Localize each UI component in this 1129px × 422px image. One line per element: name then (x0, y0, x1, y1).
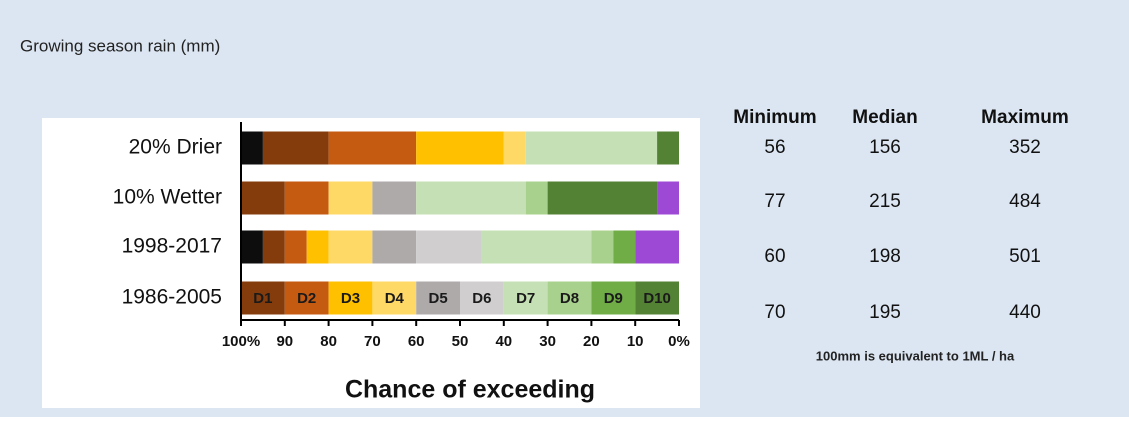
table-cell: 156 (869, 137, 901, 158)
x-tick-label: 50 (452, 333, 469, 350)
table-cell: 195 (869, 302, 901, 323)
table-cell: 352 (1009, 137, 1041, 158)
bar-segment (241, 181, 285, 215)
bar-segment (525, 181, 548, 215)
bar-segment (635, 230, 679, 264)
bar-segment (306, 230, 329, 264)
bar-segment (460, 281, 504, 315)
bar-segment (503, 131, 526, 165)
segment-label: D9 (604, 290, 623, 307)
bar-segment (591, 281, 636, 315)
bar-segment (547, 281, 592, 315)
bar-segment (284, 181, 329, 215)
bar-segment (372, 281, 417, 315)
bar-segment (613, 230, 636, 264)
segment-label: D2 (297, 290, 316, 307)
bar-segment (416, 131, 504, 165)
table-cell: 215 (869, 191, 901, 212)
bar-segment (635, 281, 679, 315)
table-cell: 77 (764, 191, 785, 212)
table-cell: 70 (764, 302, 785, 323)
x-tick-label: 70 (364, 333, 381, 350)
chart-title: Growing season rain (mm) (20, 36, 220, 55)
bar-segment (328, 230, 373, 264)
table-header: Minimum (733, 107, 816, 128)
x-tick-label: 20 (583, 333, 600, 350)
segment-label: D6 (472, 290, 491, 307)
table-note: 100mm is equivalent to 1ML / ha (816, 348, 1015, 363)
table-cell: 501 (1009, 246, 1041, 267)
x-tick-label: 30 (539, 333, 556, 350)
segment-label: D1 (253, 290, 272, 307)
segment-label: D3 (341, 290, 360, 307)
table-header: Median (852, 107, 917, 128)
bar-segment (547, 181, 658, 215)
x-tick-label: 80 (320, 333, 337, 350)
bar-segment (284, 230, 307, 264)
segment-label: D5 (429, 290, 448, 307)
segment-label: D4 (385, 290, 405, 307)
segment-label: D8 (560, 290, 579, 307)
table-cell: 440 (1009, 302, 1041, 323)
bar-segment (372, 181, 417, 215)
bar-segment (416, 281, 460, 315)
bar-segment (503, 281, 548, 315)
table-cell: 198 (869, 246, 901, 267)
y-tick-label: 1986-2005 (122, 286, 222, 309)
x-tick-label: 40 (495, 333, 512, 350)
bar-segment (372, 230, 417, 264)
bar-segment (241, 281, 285, 315)
table-cell: 484 (1009, 191, 1041, 212)
x-tick-label: 100% (222, 333, 260, 350)
bar-segment (416, 181, 526, 215)
bar-segment (262, 230, 285, 264)
y-tick-label: 1998-2017 (122, 235, 222, 258)
bar-segment (241, 131, 263, 165)
x-tick-label: 90 (276, 333, 293, 350)
x-tick-label: 0% (668, 333, 690, 350)
bar-segment (416, 230, 482, 264)
bar-segment (328, 181, 373, 215)
table-cell: 60 (764, 246, 785, 267)
segment-label: D7 (516, 290, 535, 307)
bar-segment (262, 131, 329, 165)
bar-segment (284, 281, 329, 315)
x-axis-title: Chance of exceeding (345, 376, 595, 404)
bar-segment (591, 230, 614, 264)
y-tick-label: 20% Drier (129, 136, 222, 159)
bar-segment (481, 230, 592, 264)
bar-segment (657, 131, 679, 165)
bar-segment (525, 131, 658, 165)
y-tick-label: 10% Wetter (113, 186, 222, 209)
table-cell: 56 (764, 137, 785, 158)
bar-segment (657, 181, 679, 215)
bar-segment (241, 230, 263, 264)
table-header: Maximum (981, 107, 1069, 128)
bar-segment (328, 131, 417, 165)
x-tick-label: 60 (408, 333, 425, 350)
bar-segment (328, 281, 373, 315)
x-tick-label: 10 (627, 333, 644, 350)
segment-label: D10 (643, 290, 671, 307)
